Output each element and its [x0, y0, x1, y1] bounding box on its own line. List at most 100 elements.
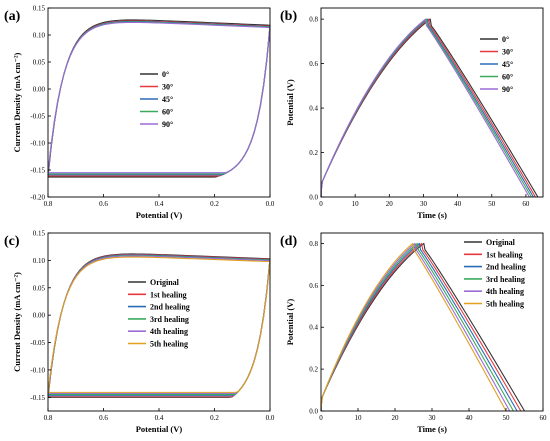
panel-4: 0 10 20 30 40 50 60 0.0 0.2 0.4 0.6 0.8 Time (s) Pote… [280, 232, 547, 434]
series-line-6 [320, 242, 507, 412]
legend-entry: 1st healing [486, 250, 523, 259]
series-line-4 [320, 18, 532, 198]
y-tick-label: 0.4 [309, 105, 318, 113]
panel-label: (c) [4, 234, 20, 249]
x-tick-label: 60 [522, 200, 530, 208]
y-tick-label: -0.20 [30, 194, 45, 202]
series-line-1 [320, 242, 525, 412]
series-line-1 [47, 19, 271, 178]
legend-entry: 3rd healing [486, 275, 525, 284]
legend-entry: 30° [162, 83, 173, 92]
y-tick-label: -0.10 [30, 366, 45, 374]
legend-entry: 4th healing [150, 327, 188, 336]
legend-entry: 5th healing [150, 340, 188, 349]
x-tick-label: 0.6 [99, 414, 108, 422]
legend-entry: 2nd healing [150, 303, 190, 312]
legend-entry: Original [486, 238, 516, 247]
legend-entry: 0° [162, 70, 169, 79]
series-line-4 [47, 21, 271, 175]
y-tick-label: 0.15 [33, 230, 46, 238]
legend-entry: 5th healing [486, 300, 524, 309]
legend-entry: 0° [502, 35, 509, 44]
series-line-4 [320, 242, 514, 412]
series-line-1 [320, 18, 539, 198]
x-tick-label: 40 [454, 200, 462, 208]
x-tick-label: 20 [386, 200, 394, 208]
panel-1: 0.8 0.6 0.4 0.2 0.0 -0.20 -0.15 -0.10 -0.05 0.00 0… [4, 5, 275, 221]
series-line-3 [47, 20, 271, 176]
x-axis-label: Potential (V) [136, 424, 183, 434]
legend-entry: 45° [502, 60, 513, 69]
legend-entry: Original [150, 278, 180, 287]
legend: 0° 30° 45° 60° 90° [480, 35, 513, 94]
y-tick-label: 0.8 [309, 16, 318, 24]
y-axis-label: Potential (V) [285, 79, 295, 126]
y-tick-label: 0.0 [309, 194, 318, 202]
x-tick-label: 0.6 [99, 200, 108, 208]
y-tick-label: 0.15 [33, 5, 46, 13]
y-tick-label: 0.00 [33, 312, 46, 320]
x-tick-label: 0.4 [155, 414, 164, 422]
y-tick-label: 0.6 [309, 60, 318, 68]
x-tick-label: 40 [466, 414, 474, 422]
x-tick-label: 10 [355, 414, 363, 422]
series-line-2 [320, 18, 536, 198]
panel-label: (b) [280, 9, 297, 24]
y-tick-label: 0.10 [33, 32, 46, 40]
y-tick-label: -0.05 [30, 339, 45, 347]
x-tick-label: 0.4 [155, 200, 164, 208]
series-line-2 [47, 20, 271, 177]
x-tick-label: 0.0 [266, 414, 275, 422]
legend: Original 1st healing 2nd healing 3rd healin… [464, 238, 526, 309]
y-tick-label: 0.2 [309, 149, 318, 157]
legend-entry: 2nd healing [486, 263, 526, 272]
series-line-2 [320, 242, 522, 412]
x-tick-label: 0 [319, 200, 323, 208]
series-line-4 [47, 254, 271, 396]
panel-label: (d) [280, 234, 297, 249]
series-line-5 [320, 18, 530, 198]
x-tick-label: 0.8 [44, 200, 53, 208]
series-line-3 [320, 18, 534, 198]
y-tick-label: -0.15 [30, 394, 45, 402]
y-tick-label: 0.4 [309, 324, 318, 332]
x-tick-label: 0.2 [210, 200, 219, 208]
y-tick-label: -0.10 [30, 140, 45, 148]
x-tick-label: 50 [488, 200, 496, 208]
x-tick-label: 0.2 [210, 414, 219, 422]
y-tick-label: -0.15 [30, 167, 45, 175]
x-tick-label: 10 [352, 200, 360, 208]
legend-entry: 4th healing [486, 287, 524, 296]
y-tick-label: -0.05 [30, 113, 45, 121]
x-axis-label: Time (s) [417, 424, 447, 434]
x-tick-label: 50 [503, 414, 511, 422]
y-tick-label: 0.6 [309, 282, 318, 290]
legend: 0° 30° 45° 60° 90° [140, 70, 173, 129]
legend-entry: 60° [162, 108, 173, 117]
series-line-5 [47, 21, 271, 174]
series-line-3 [47, 254, 271, 397]
panel-3: 0.8 0.6 0.4 0.2 0.0 -0.15 -0.10 -0.05 0.00 0.05 0.… [4, 230, 275, 435]
y-tick-label: 0.10 [33, 257, 46, 265]
legend-entry: 3rd healing [150, 315, 189, 324]
y-axis-label: Potential (V) [285, 299, 295, 346]
legend-entry: 90° [502, 85, 513, 94]
y-tick-label: 0.05 [33, 59, 46, 67]
x-tick-label: 0.8 [44, 414, 53, 422]
series-line-5 [320, 242, 511, 412]
series-line-2 [47, 253, 271, 398]
y-tick-label: 0.8 [309, 240, 318, 248]
x-tick-label: 30 [420, 200, 428, 208]
legend: Original 1st healing 2nd healing 3rd healin… [128, 278, 190, 349]
legend-entry: 45° [162, 95, 173, 104]
plot-frame [320, 7, 544, 198]
panel-2: 0 10 20 30 40 50 60 0.0 0.2 0.4 0.6 0.8 Time (s) Pote… [280, 7, 544, 220]
panel-label: (a) [4, 9, 21, 24]
legend-entry: 30° [502, 48, 513, 57]
y-axis-label: Current Density (mA cm⁻²) [12, 53, 22, 153]
series-line-5 [47, 255, 271, 395]
y-axis-label: Current Density (mA cm⁻²) [12, 272, 22, 372]
y-tick-label: 0.0 [309, 408, 318, 416]
x-axis-label: Potential (V) [136, 210, 183, 220]
